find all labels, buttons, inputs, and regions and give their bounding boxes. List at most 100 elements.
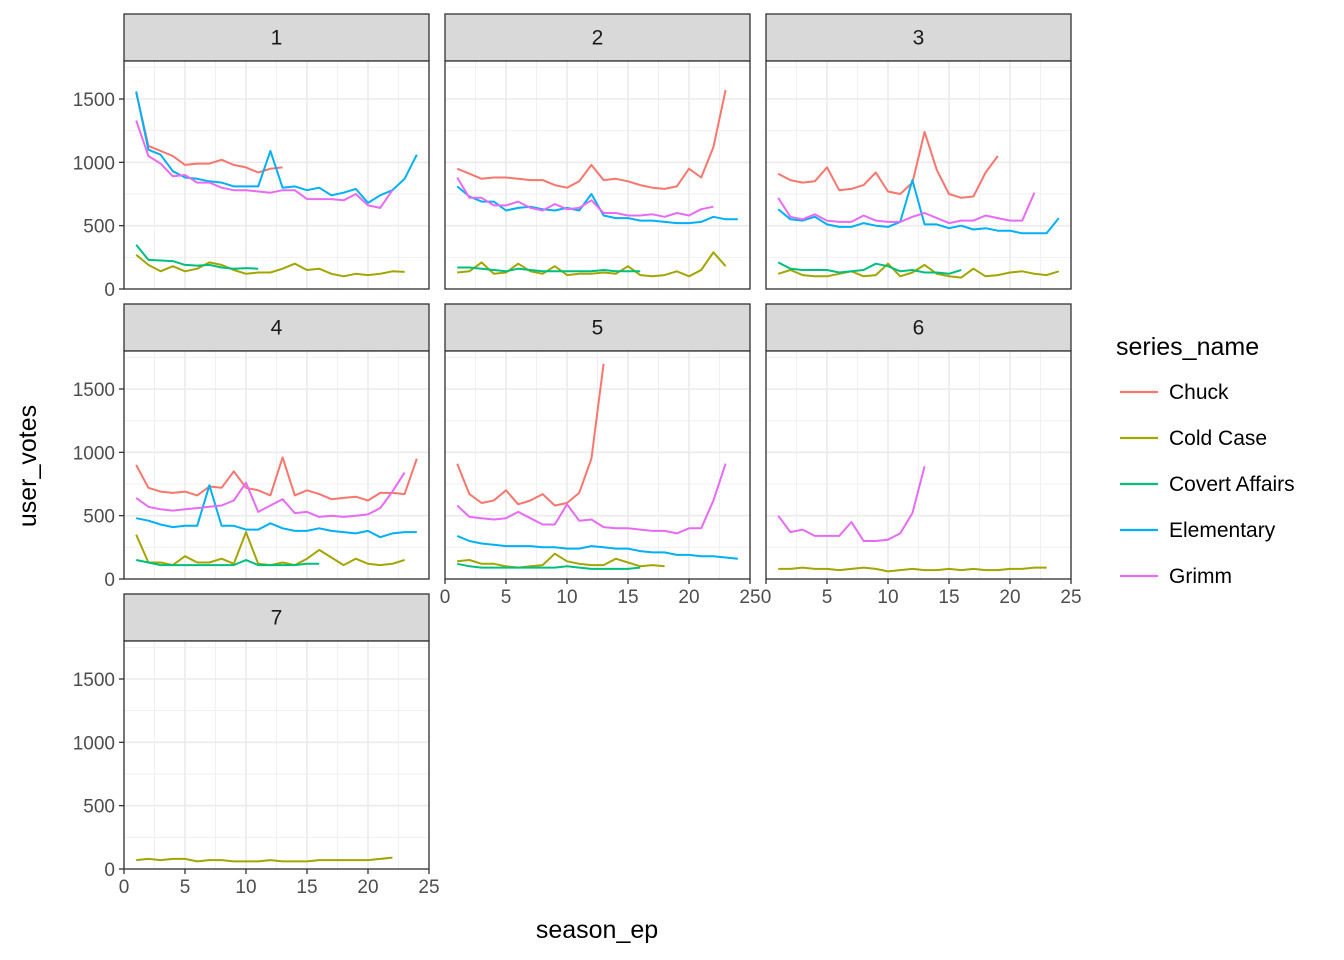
facet-strip-label: 3 [913, 27, 925, 50]
y-tick-label: 0 [104, 570, 115, 591]
facet-strip-label: 7 [271, 607, 283, 630]
y-tick-label: 1500 [73, 90, 115, 111]
series-line-chuck [135, 456, 418, 502]
x-tick-label: 5 [822, 587, 833, 608]
x-tick-label: 25 [418, 877, 439, 898]
y-axis-title: user_votes [14, 405, 42, 527]
y-tick-label: 0 [104, 860, 115, 881]
panel-border [765, 350, 1072, 580]
x-tick-label: 25 [739, 587, 760, 608]
series-line-chuck [456, 89, 727, 190]
facet-strip-label: 1 [271, 27, 283, 50]
series-line-grimm [456, 176, 714, 218]
facet-panel-5: 5 [444, 303, 751, 580]
legend-entry-covert-affairs: Covert Affairs [1120, 473, 1295, 496]
panel-border [123, 350, 430, 580]
y-tick-label: 500 [83, 797, 115, 818]
legend-title: series_name [1116, 333, 1259, 361]
panel-border [123, 640, 430, 870]
y-tick-label: 500 [83, 217, 115, 238]
x-tick-label: 5 [180, 877, 191, 898]
series-line-covert-affairs [135, 559, 320, 567]
x-tick-label: 5 [501, 587, 512, 608]
legend-entry-elementary: Elementary [1120, 519, 1276, 542]
x-tick-label: 20 [678, 587, 699, 608]
series-line-cold-case [777, 262, 1060, 279]
series-line-elementary [135, 484, 417, 539]
x-axis-title: season_ep [536, 916, 658, 944]
series-line-chuck [456, 363, 605, 507]
series-line-cold-case [136, 856, 393, 863]
facet-strip [123, 593, 430, 642]
facet-panels: 1 2 3 4 5 6 7 [123, 13, 1072, 870]
series-line-covert-affairs [777, 261, 962, 275]
legend-entry-grimm: Grimm [1120, 565, 1232, 588]
series-line-elementary [135, 91, 418, 204]
x-tick-label: 20 [357, 877, 378, 898]
series-line-elementary [777, 179, 1060, 235]
facet-strip-label: 4 [271, 317, 283, 340]
facet-panel-2: 2 [444, 13, 751, 290]
legend-label: Cold Case [1169, 427, 1267, 450]
series-line-cold-case [457, 251, 727, 278]
series-line-cold-case [778, 566, 1047, 573]
series-line-grimm [135, 472, 406, 518]
facet-panel-4: 4 [123, 303, 430, 580]
y-tick-label: 1500 [73, 380, 115, 401]
series-line-covert-affairs [135, 244, 259, 270]
x-tick-label: 15 [296, 877, 317, 898]
panel-border [444, 60, 751, 290]
facet-panel-7: 7 [123, 593, 430, 870]
x-tick-label: 20 [999, 587, 1020, 608]
facet-strip [123, 303, 430, 352]
series-line-chuck [135, 92, 283, 174]
legend-label: Elementary [1169, 519, 1276, 542]
facet-panel-6: 6 [765, 303, 1072, 580]
x-tick-label: 0 [440, 587, 451, 608]
legend-entry-chuck: Chuck [1120, 381, 1229, 404]
y-tick-label: 1000 [73, 153, 115, 174]
series-line-covert-affairs [456, 562, 641, 570]
panel-border [444, 350, 751, 580]
x-tick-label: 10 [235, 877, 256, 898]
facet-strip [444, 13, 751, 62]
y-tick-label: 0 [104, 280, 115, 301]
y-tick-label: 1500 [73, 670, 115, 691]
series-line-grimm [777, 466, 926, 542]
x-tick-label: 15 [938, 587, 959, 608]
panel-border [765, 60, 1072, 290]
series-line-elementary [456, 534, 738, 560]
facet-strip [444, 303, 751, 352]
facet-strip-label: 5 [592, 317, 604, 340]
facet-strip-label: 6 [913, 317, 925, 340]
x-tick-label: 0 [119, 877, 130, 898]
x-tick-label: 15 [617, 587, 638, 608]
series-line-grimm [135, 120, 394, 209]
series-line-covert-affairs [457, 266, 641, 273]
legend: series_name Chuck Cold Case Covert Affairs… [1116, 333, 1295, 588]
legend-entry-cold-case: Cold Case [1120, 427, 1267, 450]
facet-strip [123, 13, 430, 62]
facet-panel-3: 3 [765, 13, 1072, 290]
series-line-chuck [777, 130, 999, 199]
y-tick-label: 1000 [73, 733, 115, 754]
series-line-elementary [456, 185, 738, 225]
y-tick-label: 1000 [73, 443, 115, 464]
x-tick-label: 10 [877, 587, 898, 608]
series-line-grimm [777, 192, 1036, 225]
x-tick-label: 10 [556, 587, 577, 608]
facet-strip [765, 13, 1072, 62]
legend-label: Chuck [1169, 381, 1229, 404]
y-tick-label: 500 [83, 507, 115, 528]
series-line-cold-case [135, 254, 405, 278]
facet-strip-label: 2 [592, 27, 604, 50]
legend-label: Covert Affairs [1169, 473, 1295, 496]
panel-border [123, 60, 430, 290]
legend-label: Grimm [1169, 565, 1232, 588]
series-line-cold-case [457, 552, 665, 569]
facet-panel-1: 1 [123, 13, 430, 290]
x-tick-label: 0 [761, 587, 772, 608]
x-tick-label: 25 [1060, 587, 1081, 608]
